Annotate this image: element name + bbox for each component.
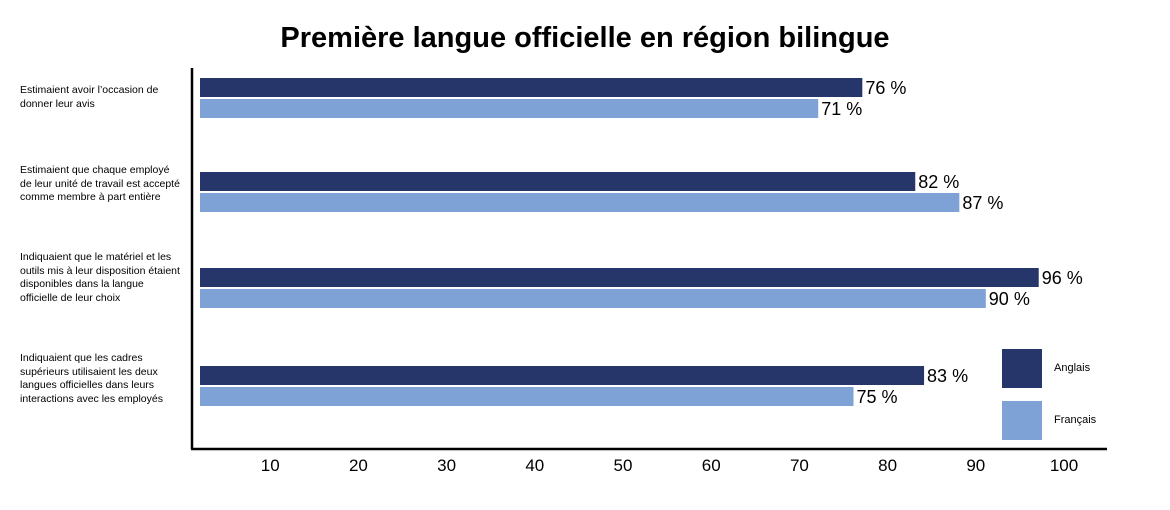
- legend-swatch-francais: [1002, 401, 1042, 440]
- data-label: 82 %: [918, 172, 959, 192]
- data-label: 96 %: [1042, 268, 1083, 288]
- category-label: Estimaient que chaque employé de leur un…: [20, 164, 180, 203]
- legend-group: [1002, 349, 1042, 440]
- category-label: Indiquaient que le matériel et les outil…: [20, 251, 180, 304]
- category-label: Estimaient avoir l’occasion de donner le…: [20, 84, 159, 110]
- bar-anglais: [200, 366, 925, 385]
- legend-label-francais: Français: [1054, 414, 1097, 426]
- legend-swatch-anglais: [1002, 349, 1042, 388]
- x-tick-label: 80: [878, 456, 897, 475]
- data-label: 83 %: [927, 366, 968, 386]
- data-label: 87 %: [962, 193, 1003, 213]
- data-label: 75 %: [857, 387, 898, 407]
- x-tick-label: 90: [966, 456, 985, 475]
- category-label: Indiquaient que les cadres supérieurs ut…: [20, 352, 163, 405]
- bar-anglais: [200, 78, 863, 97]
- data-label: 71 %: [821, 99, 862, 119]
- legend-label-anglais: Anglais: [1054, 362, 1091, 374]
- x-tick-labels-group: 10 20 30 40 50 60 70 80 90 100: [261, 456, 1078, 475]
- x-tick-label: 70: [790, 456, 809, 475]
- x-tick-label: 50: [614, 456, 633, 475]
- x-tick-label: 20: [349, 456, 368, 475]
- value-labels-group: 76 %71 % 82 %87 % 96 % 90 % 83 % 75 %: [821, 78, 1083, 407]
- x-tick-label: 100: [1050, 456, 1078, 475]
- bar-francais: [200, 193, 960, 212]
- bar-anglais: [200, 172, 916, 191]
- x-tick-label: 40: [525, 456, 544, 475]
- x-tick-label: 60: [702, 456, 721, 475]
- bar-francais: [200, 289, 986, 308]
- x-tick-label: 30: [437, 456, 456, 475]
- x-tick-label: 10: [261, 456, 280, 475]
- data-label: 76 %: [865, 78, 906, 98]
- bar-francais: [200, 387, 854, 406]
- data-label: 90 %: [989, 289, 1030, 309]
- chart-title: Première langue officielle en région bil…: [280, 22, 890, 54]
- bars-group: [200, 78, 1039, 406]
- bar-francais: [200, 99, 819, 118]
- bar-anglais: [200, 268, 1039, 287]
